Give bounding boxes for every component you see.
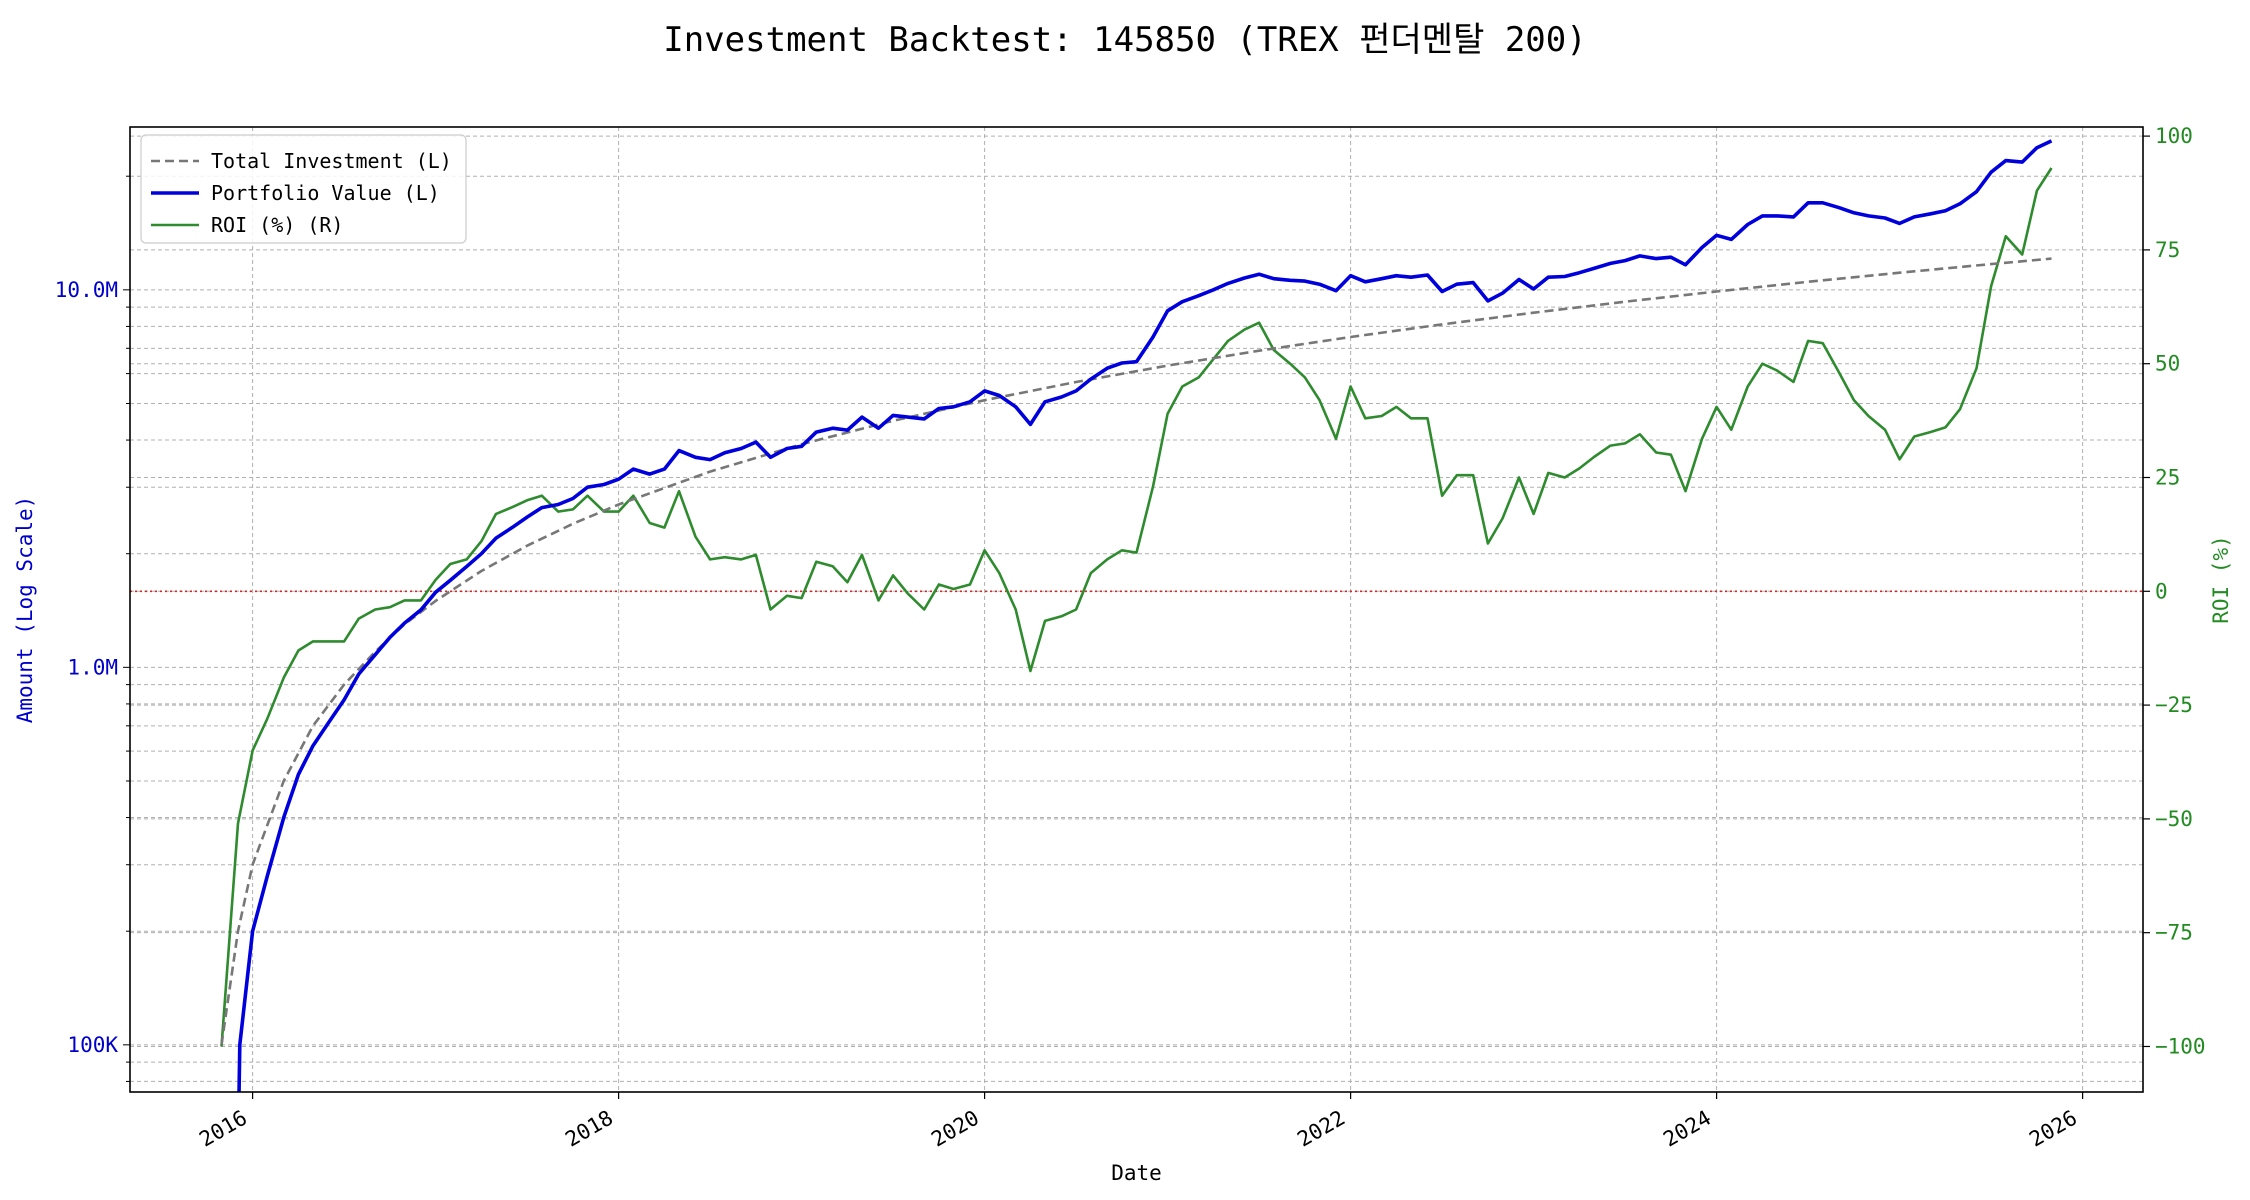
chart-title: Investment Backtest: 145850 (TREX 펀더멘탈 2… bbox=[663, 20, 1587, 60]
series-total-investment bbox=[220, 257, 2052, 1045]
series-portfolio-value bbox=[237, 139, 2053, 1092]
y-right-tick-label: −25 bbox=[2155, 693, 2193, 717]
series-layer bbox=[220, 139, 2053, 1092]
legend-label-portfolio-value: Portfolio Value (L) bbox=[211, 181, 440, 205]
plot-frame bbox=[129, 126, 2144, 1093]
legend-box bbox=[140, 134, 467, 244]
y-axis-left-label: Amount (Log Scale) bbox=[13, 496, 37, 724]
x-tick-label: 2026 bbox=[2025, 1106, 2081, 1152]
y-right-tick-label: 25 bbox=[2155, 465, 2180, 489]
legend-label-total-investment: Total Investment (L) bbox=[211, 149, 452, 173]
x-tick-label: 2022 bbox=[1293, 1106, 1349, 1152]
y-right-tick-label: −100 bbox=[2155, 1034, 2206, 1058]
y-left-tick-label: 100K bbox=[67, 1033, 118, 1057]
ticks-layer: 2016 2018 2020 2022 2024 2026 100K 1.0M 10.0M 100… bbox=[55, 124, 2206, 1152]
legend-label-roi: ROI (%) (R) bbox=[211, 213, 343, 237]
x-tick-label: 2018 bbox=[561, 1106, 617, 1152]
y-left-tick-label: 1.0M bbox=[67, 655, 118, 679]
y-axis-right-label: ROI (%) bbox=[2209, 535, 2233, 624]
y-right-tick-label: 75 bbox=[2155, 238, 2180, 262]
x-tick-label: 2024 bbox=[1659, 1106, 1715, 1152]
x-tick-label: 2016 bbox=[195, 1106, 251, 1152]
x-tick-label: 2020 bbox=[927, 1106, 983, 1152]
x-axis-label: Date bbox=[1111, 1161, 1162, 1185]
y-right-tick-label: −75 bbox=[2155, 921, 2193, 945]
y-right-tick-label: 100 bbox=[2155, 124, 2193, 148]
y-right-tick-label: 0 bbox=[2155, 579, 2168, 603]
y-right-tick-label: −50 bbox=[2155, 807, 2193, 831]
series-roi bbox=[220, 167, 2053, 1047]
y-left-tick-label: 10.0M bbox=[55, 278, 118, 302]
y-right-tick-label: 50 bbox=[2155, 352, 2180, 376]
grid-lines bbox=[130, 127, 2143, 1092]
legend: Total Investment (L) Portfolio Value (L) R… bbox=[140, 134, 467, 244]
